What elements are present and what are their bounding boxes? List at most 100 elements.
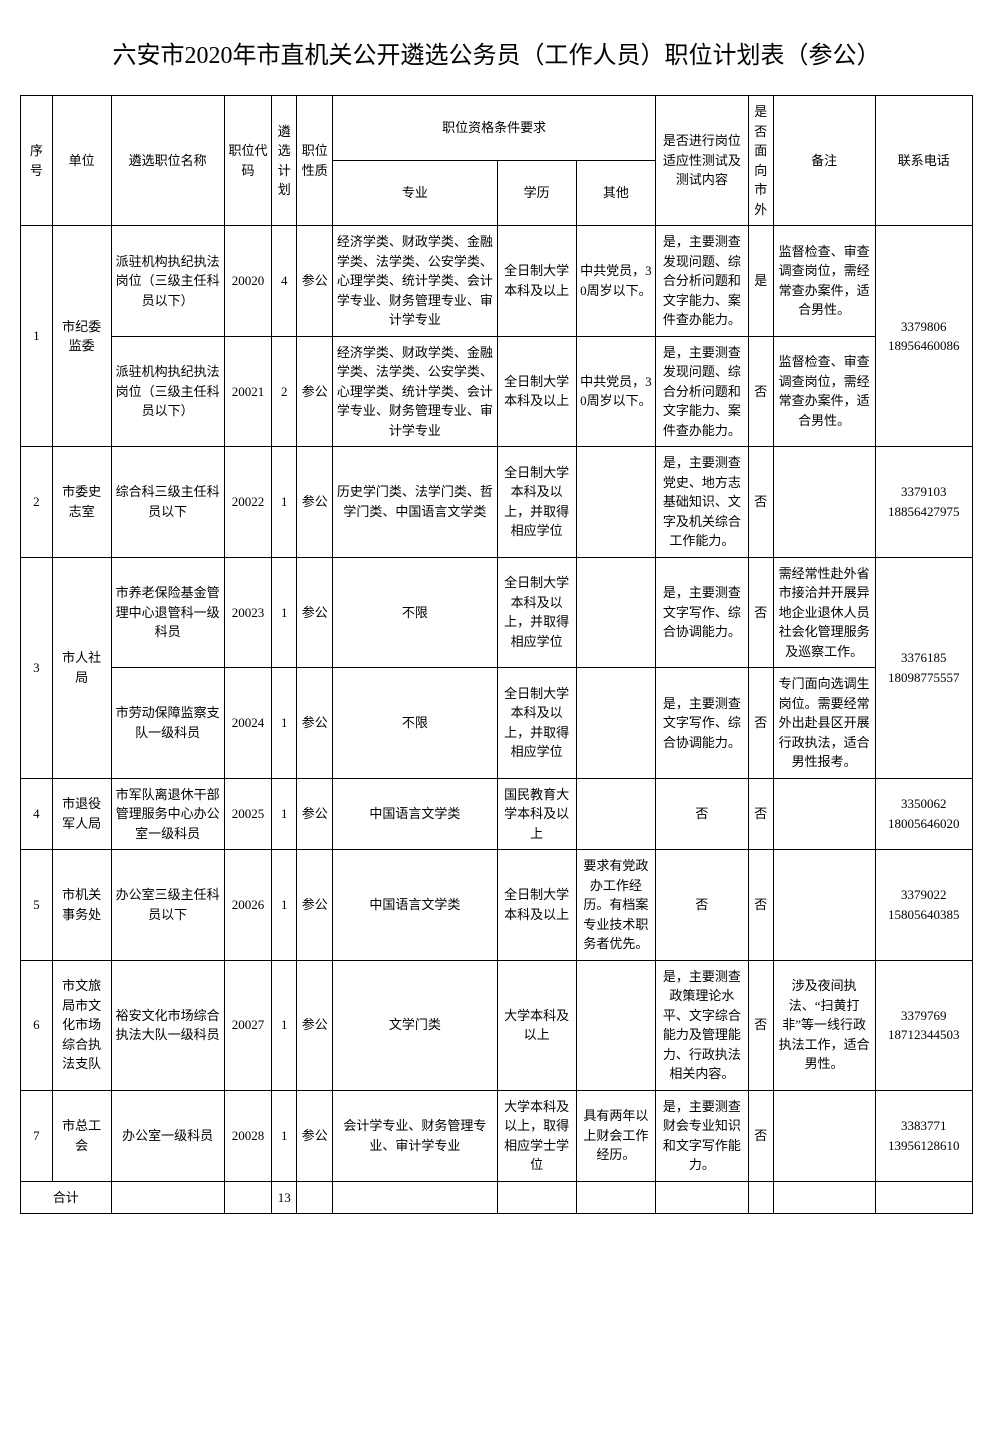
cell-external: 否 bbox=[748, 557, 773, 668]
table-row: 2市委史志室综合科三级主任科员以下200221参公历史学门类、法学门类、哲学门类… bbox=[21, 447, 973, 558]
cell-external: 是 bbox=[748, 226, 773, 337]
cell-phone: 3379769 18712344503 bbox=[875, 960, 972, 1090]
footer-empty bbox=[224, 1181, 272, 1214]
cell-remark: 监督检查、审查调查岗位，需经常查办案件，适合男性。 bbox=[773, 226, 875, 337]
cell-test: 是，主要测查文字写作、综合协调能力。 bbox=[655, 557, 748, 668]
cell-position: 派驻机构执纪执法岗位（三级主任科员以下） bbox=[111, 336, 224, 447]
cell-position: 裕安文化市场综合执法大队一级科员 bbox=[111, 960, 224, 1090]
cell-seq: 4 bbox=[21, 778, 53, 850]
table-row: 7市总工会办公室一级科员200281参公会计学专业、财务管理专业、审计学专业大学… bbox=[21, 1090, 973, 1181]
cell-test: 是，主要测查文字写作、综合协调能力。 bbox=[655, 668, 748, 779]
cell-edu: 全日制大学本科及以上，并取得相应学位 bbox=[497, 557, 576, 668]
footer-empty bbox=[875, 1181, 972, 1214]
header-external: 是否面向市外 bbox=[748, 96, 773, 226]
cell-edu: 大学本科及以上 bbox=[497, 960, 576, 1090]
cell-edu: 全日制大学本科及以上，并取得相应学位 bbox=[497, 447, 576, 558]
cell-other bbox=[576, 960, 655, 1090]
cell-other bbox=[576, 557, 655, 668]
cell-phone: 3379022 15805640385 bbox=[875, 850, 972, 961]
footer-empty bbox=[748, 1181, 773, 1214]
cell-major: 历史学门类、法学门类、哲学门类、中国语言文学类 bbox=[333, 447, 497, 558]
cell-major: 经济学类、财政学类、金融学类、法学类、公安学类、心理学类、统计学类、会计学专业、… bbox=[333, 226, 497, 337]
cell-plan: 1 bbox=[272, 668, 297, 779]
cell-test: 否 bbox=[655, 778, 748, 850]
cell-code: 20021 bbox=[224, 336, 272, 447]
cell-phone: 3379103 18856427975 bbox=[875, 447, 972, 558]
cell-other bbox=[576, 778, 655, 850]
cell-code: 20028 bbox=[224, 1090, 272, 1181]
header-unit: 单位 bbox=[52, 96, 111, 226]
footer-empty bbox=[773, 1181, 875, 1214]
header-plan: 遴选计划 bbox=[272, 96, 297, 226]
cell-code: 20023 bbox=[224, 557, 272, 668]
cell-code: 20027 bbox=[224, 960, 272, 1090]
header-qual-group: 职位资格条件要求 bbox=[333, 96, 656, 161]
cell-external: 否 bbox=[748, 447, 773, 558]
cell-edu: 全日制大学本科及以上，并取得相应学位 bbox=[497, 668, 576, 779]
cell-nature: 参公 bbox=[297, 447, 333, 558]
cell-position: 市军队离退休干部管理服务中心办公室一级科员 bbox=[111, 778, 224, 850]
page-title: 六安市2020年市直机关公开遴选公务员（工作人员）职位计划表（参公） bbox=[20, 20, 973, 95]
table-row: 5市机关事务处办公室三级主任科员以下200261参公中国语言文学类全日制大学本科… bbox=[21, 850, 973, 961]
cell-major: 中国语言文学类 bbox=[333, 850, 497, 961]
cell-major: 会计学专业、财务管理专业、审计学专业 bbox=[333, 1090, 497, 1181]
cell-nature: 参公 bbox=[297, 960, 333, 1090]
cell-unit: 市退役军人局 bbox=[52, 778, 111, 850]
table-row: 派驻机构执纪执法岗位（三级主任科员以下）200212参公经济学类、财政学类、金融… bbox=[21, 336, 973, 447]
footer-label: 合计 bbox=[21, 1181, 112, 1214]
cell-test: 否 bbox=[655, 850, 748, 961]
cell-other bbox=[576, 447, 655, 558]
cell-nature: 参公 bbox=[297, 850, 333, 961]
cell-remark bbox=[773, 1090, 875, 1181]
cell-unit: 市委史志室 bbox=[52, 447, 111, 558]
cell-test: 是，主要测查发现问题、综合分析问题和文字能力、案件查办能力。 bbox=[655, 226, 748, 337]
cell-code: 20022 bbox=[224, 447, 272, 558]
cell-nature: 参公 bbox=[297, 557, 333, 668]
cell-seq: 3 bbox=[21, 557, 53, 778]
cell-plan: 1 bbox=[272, 557, 297, 668]
header-code: 职位代码 bbox=[224, 96, 272, 226]
table-row: 6市文旅局市文化市场综合执法支队裕安文化市场综合执法大队一级科员200271参公… bbox=[21, 960, 973, 1090]
cell-seq: 2 bbox=[21, 447, 53, 558]
cell-other: 中共党员，30周岁以下。 bbox=[576, 336, 655, 447]
footer-empty bbox=[297, 1181, 333, 1214]
cell-external: 否 bbox=[748, 668, 773, 779]
cell-phone: 3383771 13956128610 bbox=[875, 1090, 972, 1181]
cell-plan: 1 bbox=[272, 960, 297, 1090]
header-edu: 学历 bbox=[497, 161, 576, 226]
cell-external: 否 bbox=[748, 1090, 773, 1181]
cell-plan: 1 bbox=[272, 850, 297, 961]
cell-other: 要求有党政办工作经历。有档案专业技术职务者优先。 bbox=[576, 850, 655, 961]
cell-phone: 3376185 18098775557 bbox=[875, 557, 972, 778]
cell-unit: 市机关事务处 bbox=[52, 850, 111, 961]
cell-nature: 参公 bbox=[297, 778, 333, 850]
cell-seq: 7 bbox=[21, 1090, 53, 1181]
cell-test: 是，主要测查党史、地方志基础知识、文字及机关综合工作能力。 bbox=[655, 447, 748, 558]
cell-position: 市劳动保障监察支队一级科员 bbox=[111, 668, 224, 779]
cell-remark bbox=[773, 850, 875, 961]
cell-plan: 2 bbox=[272, 336, 297, 447]
cell-seq: 5 bbox=[21, 850, 53, 961]
cell-remark: 需经常性赴外省市接洽并开展异地企业退休人员社会化管理服务及巡察工作。 bbox=[773, 557, 875, 668]
header-other: 其他 bbox=[576, 161, 655, 226]
cell-position: 办公室一级科员 bbox=[111, 1090, 224, 1181]
cell-remark bbox=[773, 778, 875, 850]
cell-plan: 1 bbox=[272, 1090, 297, 1181]
footer-empty bbox=[576, 1181, 655, 1214]
cell-remark bbox=[773, 447, 875, 558]
cell-unit: 市总工会 bbox=[52, 1090, 111, 1181]
cell-external: 否 bbox=[748, 960, 773, 1090]
cell-position: 综合科三级主任科员以下 bbox=[111, 447, 224, 558]
header-remark: 备注 bbox=[773, 96, 875, 226]
header-phone: 联系电话 bbox=[875, 96, 972, 226]
footer-empty bbox=[111, 1181, 224, 1214]
cell-nature: 参公 bbox=[297, 336, 333, 447]
cell-seq: 1 bbox=[21, 226, 53, 447]
header-nature: 职位性质 bbox=[297, 96, 333, 226]
footer-empty bbox=[497, 1181, 576, 1214]
cell-position: 市养老保险基金管理中心退管科一级科员 bbox=[111, 557, 224, 668]
footer-total: 13 bbox=[272, 1181, 297, 1214]
cell-remark: 专门面向选调生岗位。需要经常外出赴县区开展行政执法，适合男性报考。 bbox=[773, 668, 875, 779]
cell-code: 20025 bbox=[224, 778, 272, 850]
footer-empty bbox=[333, 1181, 497, 1214]
